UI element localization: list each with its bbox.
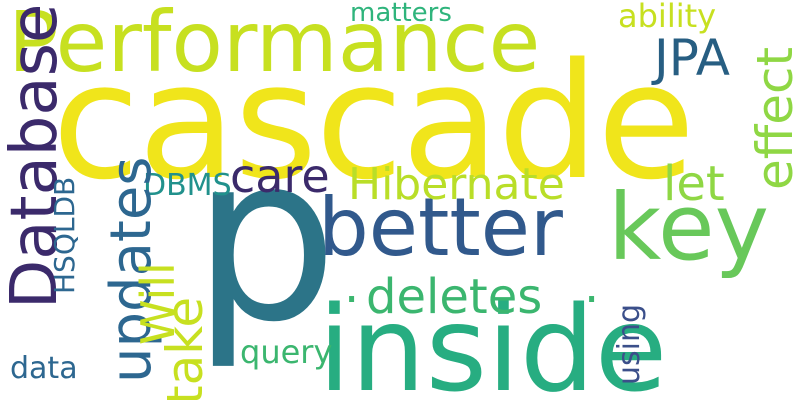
word-care: care [230,149,330,203]
word-dbms: DBMS [143,168,232,203]
word-performance: Performance [8,0,541,91]
word-take: take [156,296,214,400]
word-better: better [318,181,563,274]
word-data: data [10,351,78,386]
word-effect: effect [746,46,800,190]
word-p: p [192,106,338,373]
word-jpa: JPA [654,29,730,87]
word-hibernate: Hibernate [348,159,565,210]
word-hsqldb: HSQLDB [48,176,81,294]
word-query: query [240,333,333,371]
word-matters: matters [350,0,452,28]
word-cascade: cascade [52,28,695,215]
word-dot-right: . [584,258,600,314]
word-let: let [663,156,725,212]
word-key: key [608,174,770,281]
word-using: using [612,303,647,385]
word-deletes: deletes [366,269,543,325]
word-ability: ability [618,0,717,35]
word-inside: inside [318,280,668,400]
word-dot-left: . [344,258,360,314]
